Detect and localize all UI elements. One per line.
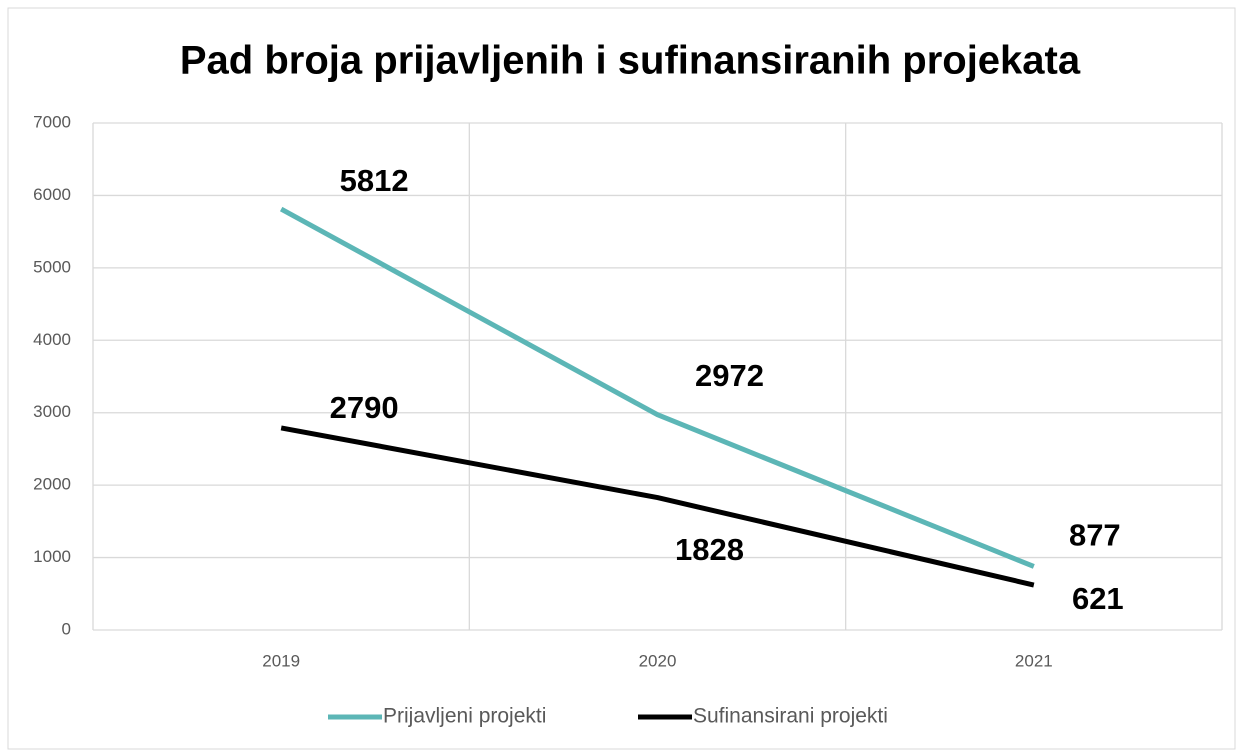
x-tick-label: 2021	[1015, 651, 1053, 670]
data-label: 621	[1072, 581, 1124, 616]
y-tick-label: 4000	[33, 330, 71, 349]
y-tick-label: 1000	[33, 547, 71, 566]
y-tick-label: 6000	[33, 185, 71, 204]
data-label: 2972	[695, 358, 764, 393]
data-label: 5812	[340, 163, 409, 198]
y-tick-label: 0	[62, 619, 71, 638]
chart-frame	[7, 7, 1236, 750]
legend-label: Prijavljeni projekti	[383, 705, 546, 728]
y-tick-label: 3000	[33, 402, 71, 421]
data-label: 877	[1069, 518, 1121, 553]
y-tick-label: 2000	[33, 475, 71, 494]
series-line	[279, 206, 1035, 569]
data-label: 2790	[330, 390, 399, 425]
data-label: 1828	[675, 532, 744, 567]
series-line	[280, 425, 1035, 588]
x-tick-label: 2020	[639, 651, 677, 670]
chart-title: Pad broja prijavljenih i sufinansiranih …	[180, 39, 1081, 83]
y-tick-label: 5000	[33, 257, 71, 276]
y-tick-label: 7000	[33, 112, 71, 131]
x-tick-label: 2019	[262, 651, 300, 670]
legend-label: Sufinansirani projekti	[693, 705, 888, 728]
